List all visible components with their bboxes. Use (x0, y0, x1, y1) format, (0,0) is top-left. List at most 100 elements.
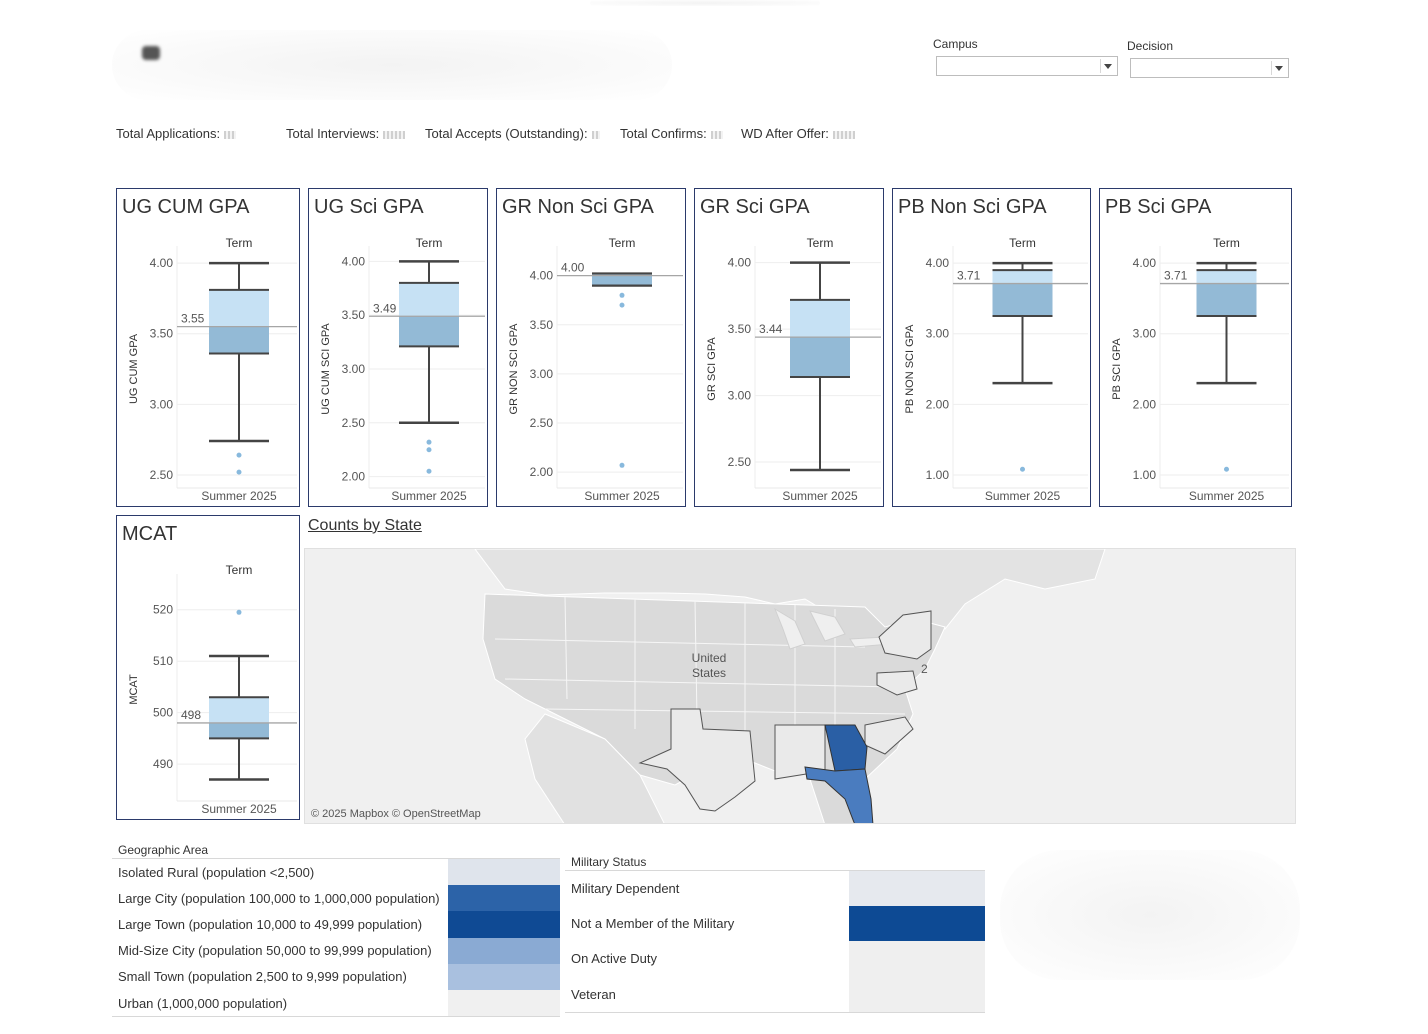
military-status-row[interactable]: On Active Duty (571, 941, 985, 977)
panel-title: GR Sci GPA (700, 196, 810, 218)
decision-label: Decision (1127, 39, 1174, 53)
outlier-point[interactable] (236, 609, 242, 615)
color-cell (448, 937, 560, 964)
state-south-carolina (864, 716, 914, 755)
y-tick-label: 3.00 (926, 327, 950, 341)
kpi-total-accepts: Total Accepts (Outstanding): (425, 126, 600, 141)
box-upper[interactable] (1196, 270, 1257, 284)
x-axis-term-label: Summer 2025 (1189, 489, 1265, 503)
outlier-point[interactable] (236, 469, 242, 475)
median-label: 3.55 (181, 312, 205, 326)
military-status-row[interactable]: Not a Member of the Military (571, 906, 985, 942)
y-tick-label: 2.00 (926, 397, 950, 411)
outlier-point[interactable] (619, 302, 625, 308)
military-status-row[interactable]: Military Dependent (571, 871, 985, 907)
geographic-area-row[interactable]: Small Town (population 2,500 to 9,999 po… (118, 963, 560, 990)
term-header: Term (1009, 236, 1036, 250)
box-lower[interactable] (790, 337, 850, 377)
y-axis-label: UG CUM GPA (128, 333, 140, 404)
box-lower[interactable] (1196, 283, 1257, 317)
counts-by-state-title[interactable]: Counts by State (308, 517, 422, 534)
box-plot: Term 520 510 500 490 MCAT 498 Summer 2025 (128, 563, 297, 816)
median-label: 3.71 (1164, 269, 1188, 283)
y-axis-label: PB NON SCI GPA (904, 324, 916, 414)
decision-caret-separator (1271, 61, 1272, 75)
campus-dropdown[interactable] (936, 56, 1118, 76)
outlier-point[interactable] (426, 439, 432, 445)
panel-title: PB Sci GPA (1105, 196, 1212, 218)
map-count-label: 2 (921, 662, 928, 676)
outlier-point[interactable] (426, 468, 432, 474)
state-northeast (878, 610, 932, 660)
y-tick-label: 2.50 (342, 416, 366, 430)
box-lower[interactable] (399, 316, 459, 347)
map-canvas: United States 2 (305, 549, 1295, 823)
outlier-point[interactable] (619, 292, 625, 298)
map-country-label-2: States (692, 666, 726, 680)
y-tick-label: 3.50 (150, 327, 174, 341)
panel-mcat[interactable]: MCAT Term 520 510 500 490 MCAT 498 Summer 2025 (116, 515, 300, 820)
color-cell (849, 976, 985, 1012)
x-axis-term-label: Summer 2025 (391, 489, 467, 503)
panel-title: UG CUM GPA (122, 196, 250, 218)
outlier-point[interactable] (1224, 466, 1229, 472)
term-header: Term (1213, 236, 1240, 250)
box-lower[interactable] (209, 326, 269, 354)
us-state-map[interactable]: United States 2 © 2025 Mapbox © OpenStre… (304, 548, 1296, 824)
us-landmass (482, 593, 946, 823)
map-country-label: United (692, 651, 727, 665)
color-cell (448, 990, 560, 1017)
box-upper[interactable] (209, 697, 269, 723)
box-upper[interactable] (209, 289, 269, 327)
term-header: Term (226, 236, 253, 250)
y-axis-label: GR NON SCI GPA (508, 323, 520, 415)
y-tick-label: 1.00 (1133, 468, 1157, 482)
term-header: Term (807, 236, 834, 250)
box-upper[interactable] (790, 299, 850, 338)
military-status-bottom-divider (565, 1012, 985, 1013)
outlier-point[interactable] (1020, 466, 1025, 472)
panel-pb-sci-gpa[interactable]: PB Sci GPA Term 4.00 3.00 2.00 1.00 PB SCI GPA… (1099, 188, 1292, 507)
box-plot: Term 4.00 3.00 2.00 1.00 PB NON SCI GPA 3.71 Su… (904, 236, 1088, 503)
geographic-area-row[interactable]: Urban (1,000,000 population) (118, 990, 560, 1017)
box-upper[interactable] (992, 270, 1053, 284)
box-lower[interactable] (592, 275, 652, 286)
y-tick-label: 2.50 (150, 468, 174, 482)
y-tick-label: 3.00 (1133, 327, 1157, 341)
outlier-point[interactable] (236, 452, 242, 458)
geographic-area-row[interactable]: Isolated Rural (population <2,500) (118, 859, 560, 886)
y-tick-label: 490 (153, 757, 173, 771)
outlier-point[interactable] (426, 447, 432, 453)
median-label: 3.49 (373, 301, 397, 315)
state-borders (494, 596, 906, 759)
panel-ug-sci-gpa[interactable]: UG Sci GPA Term 4.00 3.50 3.00 2.50 2.00 UG CUM… (308, 188, 488, 507)
box-plot: Term 4.00 3.50 3.00 2.50 2.00 GR NON SCI GPA 4.… (508, 236, 683, 503)
panel-ug-cum-gpa[interactable]: UG CUM GPA Term 4.00 3.50 3.00 2.50 UG CUM GPA… (116, 188, 300, 507)
x-axis-term-label: Summer 2025 (985, 489, 1061, 503)
kpi-total-interviews: Total Interviews: (286, 126, 406, 141)
panel-pb-non-sci-gpa[interactable]: PB Non Sci GPA Term 4.00 3.00 2.00 1.00 PB NON… (892, 188, 1091, 507)
panel-gr-sci-gpa[interactable]: GR Sci GPA Term 4.00 3.50 3.00 2.50 GR SCI GPA… (694, 188, 884, 507)
geographic-area-row[interactable]: Large Town (population 10,000 to 49,999 … (118, 911, 560, 938)
kpi-total-applications: Total Applications: (116, 126, 237, 141)
box-upper[interactable] (399, 282, 459, 317)
x-axis-term-label: Summer 2025 (201, 489, 277, 503)
y-tick-label: 2.50 (530, 416, 554, 430)
geographic-area-row[interactable]: Large City (population 100,000 to 1,000,… (118, 885, 560, 912)
row-label: Not a Member of the Military (571, 916, 735, 932)
box-lower[interactable] (209, 722, 269, 739)
geographic-area-row[interactable]: Mid-Size City (population 50,000 to 99,9… (118, 937, 560, 964)
map-credit: © 2025 Mapbox © OpenStreetMap (311, 808, 481, 820)
panel-gr-non-sci-gpa[interactable]: GR Non Sci GPA Term 4.00 3.50 3.00 2.50 2.00 GR… (496, 188, 686, 507)
x-axis-term-label: Summer 2025 (584, 489, 660, 503)
box-lower[interactable] (992, 283, 1053, 317)
row-label: Small Town (population 2,500 to 9,999 po… (118, 969, 407, 985)
decision-dropdown[interactable] (1130, 58, 1289, 78)
box-plot: Term 4.00 3.50 3.00 2.50 GR SCI GPA 3.44 Summer… (706, 236, 881, 503)
y-axis-label: UG CUM SCI GPA (320, 323, 332, 415)
median-label: 3.44 (759, 322, 783, 336)
military-status-row[interactable]: Veteran (571, 976, 985, 1012)
outlier-point[interactable] (619, 462, 625, 468)
panel-title: UG Sci GPA (314, 196, 424, 218)
geographic-area-divider (112, 858, 560, 859)
